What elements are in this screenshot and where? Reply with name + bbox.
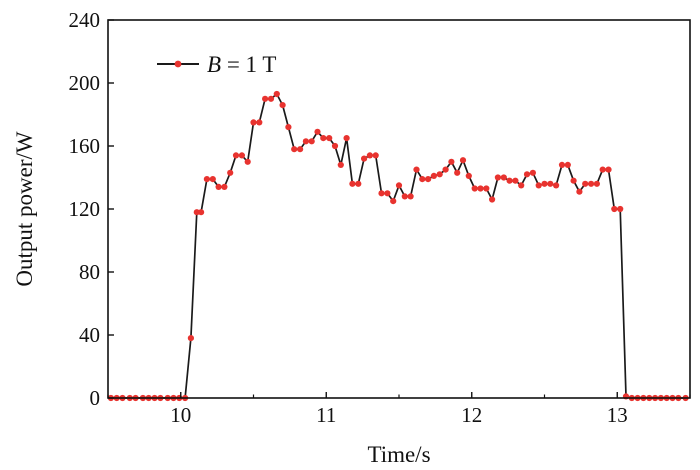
plot-frame (107, 19, 691, 399)
data-point (232, 152, 240, 159)
data-point (459, 157, 467, 164)
data-point (297, 146, 304, 153)
data-point (227, 169, 234, 176)
data-point (523, 171, 531, 178)
data-point (413, 166, 420, 173)
data-point (535, 182, 542, 189)
data-point (256, 119, 263, 126)
data-point (576, 188, 583, 195)
data-point (582, 180, 589, 187)
y-tick-label: 120 (69, 197, 101, 221)
data-point (518, 182, 525, 189)
x-tick-label: 11 (316, 403, 336, 427)
data-point (314, 128, 321, 135)
data-point (570, 177, 577, 184)
data-point (337, 161, 344, 168)
series-line (110, 93, 686, 399)
data-point (279, 102, 286, 109)
data-point (489, 196, 496, 203)
data-point (512, 177, 519, 184)
data-point (349, 180, 356, 187)
data-point (390, 198, 397, 205)
data-point (553, 182, 560, 189)
data-point (541, 180, 548, 187)
data-point (529, 169, 537, 176)
data-point (593, 180, 601, 187)
data-point (500, 174, 507, 181)
data-point (355, 180, 362, 187)
data-point (203, 176, 210, 183)
data-point (471, 185, 478, 192)
data-point (209, 176, 216, 183)
data-point (588, 180, 595, 187)
legend: B = 1 T (157, 52, 276, 77)
data-point (419, 176, 426, 183)
data-point (401, 193, 408, 200)
y-axis-title: Output power/W (12, 131, 37, 287)
data-point (430, 172, 437, 179)
data-point (372, 152, 379, 159)
data-point (221, 183, 228, 190)
y-tick-label: 160 (69, 134, 101, 158)
data-point (407, 193, 414, 200)
data-point (599, 166, 606, 173)
data-point (320, 135, 327, 142)
data-point (506, 177, 513, 184)
x-axis-title: Time/s (367, 442, 430, 467)
y-tick-label: 80 (79, 260, 100, 284)
data-point (454, 169, 461, 176)
data-point (442, 166, 449, 173)
legend-marker-sample (174, 60, 182, 68)
data-point (302, 138, 309, 145)
data-point (343, 135, 350, 142)
data-point (193, 209, 200, 216)
data-point (250, 119, 257, 126)
data-point (384, 190, 391, 197)
data-point (617, 205, 624, 213)
data-point (267, 95, 275, 102)
data-point (477, 185, 484, 192)
legend-label: B = 1 T (207, 52, 276, 77)
data-point (605, 166, 612, 173)
data-point (395, 182, 403, 189)
data-point (611, 205, 618, 213)
y-tick-label: 200 (69, 71, 101, 95)
data-point (326, 135, 333, 142)
legend-label-rest: = 1 T (221, 52, 276, 77)
data-point (436, 171, 443, 178)
data-point (198, 209, 205, 216)
x-tick-label: 10 (170, 403, 191, 427)
data-point (187, 335, 194, 342)
data-point (564, 161, 571, 168)
data-point (366, 152, 373, 159)
data-point (273, 90, 280, 98)
axis-ticks: 0 40 80 120 160 200 240 10 11 12 13 (69, 8, 691, 427)
y-tick-label: 0 (90, 386, 101, 410)
data-point (494, 174, 501, 181)
data-point (378, 190, 385, 197)
data-point (558, 161, 566, 168)
data-point (465, 172, 472, 179)
legend-label-italic: B (207, 52, 221, 77)
data-point (425, 176, 432, 183)
data-point (308, 138, 315, 145)
data-point (331, 142, 339, 150)
plot-area (107, 90, 689, 402)
data-point (215, 183, 222, 190)
data-point (547, 180, 554, 187)
data-point (244, 158, 251, 165)
data-point (483, 185, 490, 192)
data-point (262, 95, 269, 102)
x-tick-label: 13 (607, 403, 628, 427)
data-point (285, 124, 292, 131)
data-point (361, 155, 368, 162)
x-tick-label: 12 (461, 403, 482, 427)
y-tick-label: 240 (69, 8, 101, 32)
data-point (291, 146, 298, 153)
data-point (448, 158, 455, 165)
data-point (238, 152, 245, 159)
y-tick-label: 40 (79, 323, 100, 347)
